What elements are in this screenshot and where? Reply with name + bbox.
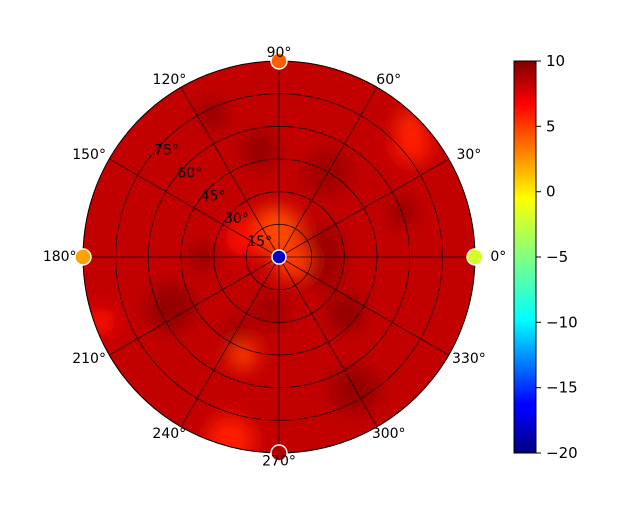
angular-gridline xyxy=(109,158,280,258)
angular-gridline xyxy=(278,158,449,258)
heat-region xyxy=(326,294,365,332)
radial-tick-label: 15° xyxy=(247,234,272,250)
heat-region xyxy=(297,240,346,289)
heat-region xyxy=(241,130,280,169)
colorbar: 10 5 0 −5 −10 −15 −20 xyxy=(513,52,578,462)
colorbar-ticks: 10 5 0 −5 −10 −15 −20 xyxy=(536,52,578,462)
angular-tick-label: 270° xyxy=(262,453,296,469)
heat-region xyxy=(198,100,227,129)
heat-region xyxy=(146,283,195,332)
radial-tick-label: 60° xyxy=(177,165,202,181)
edge-markers xyxy=(74,52,484,462)
heat-region xyxy=(229,341,258,370)
polar-axes: 0° 30° 60° 90° 120° 150° 180° 210° 240° 270° 300° 3… xyxy=(43,45,506,469)
angular-tick-label: 150° xyxy=(72,147,106,163)
colorbar-tick-label: −20 xyxy=(546,444,578,462)
colorbar-tick-label: 0 xyxy=(546,183,556,201)
colorbar-tick-label: −5 xyxy=(546,248,568,266)
angular-tick-label: 90° xyxy=(267,45,292,61)
angular-gridline xyxy=(278,256,449,356)
colorbar-tick-label: 10 xyxy=(546,52,565,70)
heat-region xyxy=(206,416,254,453)
edge-marker xyxy=(466,248,484,266)
angular-gridline xyxy=(278,87,378,258)
angular-tick-label: 300° xyxy=(372,426,406,442)
radial-tick-label: 45° xyxy=(201,188,226,204)
radial-tick-label: 30° xyxy=(224,211,249,227)
edge-marker xyxy=(271,249,287,265)
angular-tick-label: 240° xyxy=(152,426,186,442)
radial-tick-label: 75° xyxy=(154,143,179,159)
angular-tick-label: 120° xyxy=(153,72,187,88)
heat-region xyxy=(393,126,432,164)
angular-gridline xyxy=(180,87,280,258)
colorbar-gradient xyxy=(513,60,537,454)
angular-gridline xyxy=(180,256,280,427)
radial-tick-labels: 15° 30° 45° 60° 75° xyxy=(154,143,272,251)
angular-tick-label: 0° xyxy=(490,249,506,265)
angular-tick-label: 210° xyxy=(72,351,106,367)
edge-marker xyxy=(270,52,288,70)
polar-grid xyxy=(83,61,475,453)
angular-tick-label: 30° xyxy=(456,147,481,163)
colorbar-tick-label: −10 xyxy=(546,313,578,331)
edge-marker xyxy=(270,444,288,462)
colorbar-tick-label: −15 xyxy=(546,379,578,397)
angular-tick-label: 60° xyxy=(376,72,401,88)
edge-marker xyxy=(74,248,92,266)
angular-gridline xyxy=(109,256,280,356)
angular-gridline xyxy=(278,256,378,427)
heat-region xyxy=(250,291,289,330)
colorbar-tick-label: 5 xyxy=(546,117,556,135)
angular-tick-label: 330° xyxy=(452,351,486,367)
angular-tick-label: 180° xyxy=(43,249,77,265)
angular-tick-labels: 0° 30° 60° 90° 120° 150° 180° 210° 240° 270° 300° 3… xyxy=(43,45,506,469)
